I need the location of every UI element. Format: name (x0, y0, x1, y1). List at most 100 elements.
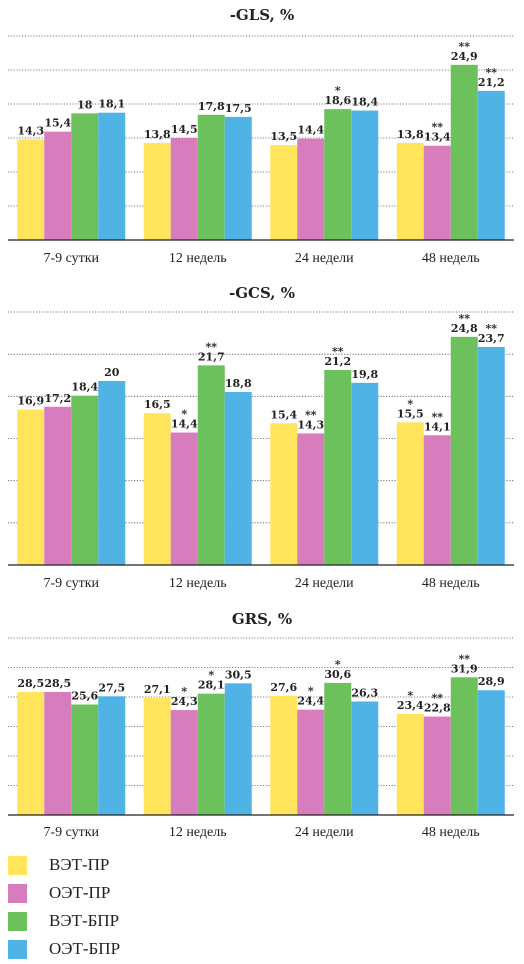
bar (423, 716, 451, 815)
data-label: 16,5 (144, 398, 171, 411)
significance-mark: * (407, 397, 413, 410)
legend-item: ВЭТ-ПР (8, 852, 308, 878)
data-label: 19,8 (351, 368, 378, 381)
data-label: 24,4 (297, 695, 324, 708)
significance-mark: ** (485, 322, 497, 335)
bar (224, 116, 252, 240)
data-label: 14,4 (297, 124, 324, 137)
bar (396, 142, 424, 240)
bar (450, 336, 478, 565)
bar (450, 677, 478, 815)
bar (143, 413, 171, 565)
bar (297, 138, 325, 240)
significance-mark: ** (485, 66, 497, 79)
data-label: 23,4 (397, 699, 424, 712)
data-label: 15,4 (44, 117, 71, 130)
category-label: 24 недели (295, 251, 354, 266)
bar (351, 110, 379, 240)
bar (270, 145, 298, 240)
data-label: 24,8 (451, 322, 478, 335)
bar (297, 709, 325, 815)
data-label: 24,3 (171, 695, 198, 708)
bar (143, 142, 171, 240)
data-label: 18,6 (324, 94, 351, 107)
bar (351, 701, 379, 815)
data-label: 21,2 (478, 76, 505, 89)
bar (477, 690, 505, 815)
significance-mark: ** (431, 692, 443, 705)
legend-label: ВЭТ-ПР (49, 855, 110, 874)
significance-mark: * (208, 669, 214, 682)
bar (17, 139, 45, 240)
category-label: 12 недель (169, 825, 227, 840)
data-label: 28,9 (478, 675, 505, 688)
significance-mark: * (335, 658, 341, 671)
data-label: 27,6 (270, 681, 297, 694)
bar (396, 713, 424, 815)
bar (98, 696, 126, 815)
data-label: 22,8 (424, 702, 451, 715)
category-label: 48 недель (422, 825, 480, 840)
bar (197, 693, 225, 815)
data-label: 14,5 (171, 123, 198, 136)
chart-title: -GCS, % (229, 284, 295, 302)
data-label: 15,5 (397, 407, 424, 420)
data-label: 15,4 (270, 408, 297, 421)
bar (450, 64, 478, 241)
bar (44, 406, 72, 565)
bar (324, 109, 352, 240)
bar (224, 392, 252, 565)
category-label: 7-9 сутки (43, 825, 99, 840)
data-label: 30,6 (324, 668, 351, 681)
significance-mark: * (181, 685, 187, 698)
bar (44, 131, 72, 240)
legend-item: ВЭТ-БПР (8, 908, 308, 934)
legend-label: ВЭТ-БПР (49, 911, 120, 930)
legend-label: ОЭТ-ПР (49, 883, 111, 902)
bar (170, 138, 198, 240)
bar (71, 704, 99, 815)
data-label: 13,4 (424, 131, 451, 144)
bar (324, 369, 352, 565)
data-label: 14,1 (424, 420, 451, 433)
significance-mark: ** (458, 40, 470, 53)
data-label: 16,9 (17, 395, 44, 408)
bar (351, 382, 379, 565)
bar (197, 114, 225, 240)
significance-mark: ** (431, 410, 443, 423)
data-label: 23,7 (478, 332, 505, 345)
bar (324, 682, 352, 815)
significance-mark: ** (305, 408, 317, 421)
data-label: 21,7 (198, 350, 225, 363)
bar (423, 145, 451, 240)
bar (270, 423, 298, 565)
bar (71, 113, 99, 240)
category-label: 7-9 сутки (43, 576, 99, 591)
legend-swatch (8, 911, 27, 931)
bar (297, 433, 325, 565)
significance-mark: * (407, 689, 413, 702)
bar (224, 683, 252, 815)
category-label: 24 недели (295, 576, 354, 591)
chart-title: GRS, % (232, 610, 292, 628)
data-label: 18,4 (71, 381, 98, 394)
data-label: 18 (77, 98, 93, 111)
significance-mark: ** (458, 652, 470, 665)
significance-mark: ** (332, 345, 344, 358)
data-label: 20 (104, 366, 120, 379)
data-label: 27,5 (98, 681, 125, 694)
data-label: 28,1 (198, 679, 225, 692)
legend-item: ОЭТ-БПР (8, 936, 308, 962)
data-label: 25,6 (71, 689, 98, 702)
bar (98, 112, 126, 240)
data-label: 17,2 (44, 392, 71, 405)
category-label: 48 недель (422, 576, 480, 591)
bar (98, 381, 126, 565)
bar (170, 432, 198, 565)
legend-label: ОЭТ-БПР (49, 939, 121, 958)
legend-swatch (8, 939, 27, 959)
bar (44, 691, 72, 815)
bar (17, 691, 45, 815)
significance-mark: ** (458, 312, 470, 325)
